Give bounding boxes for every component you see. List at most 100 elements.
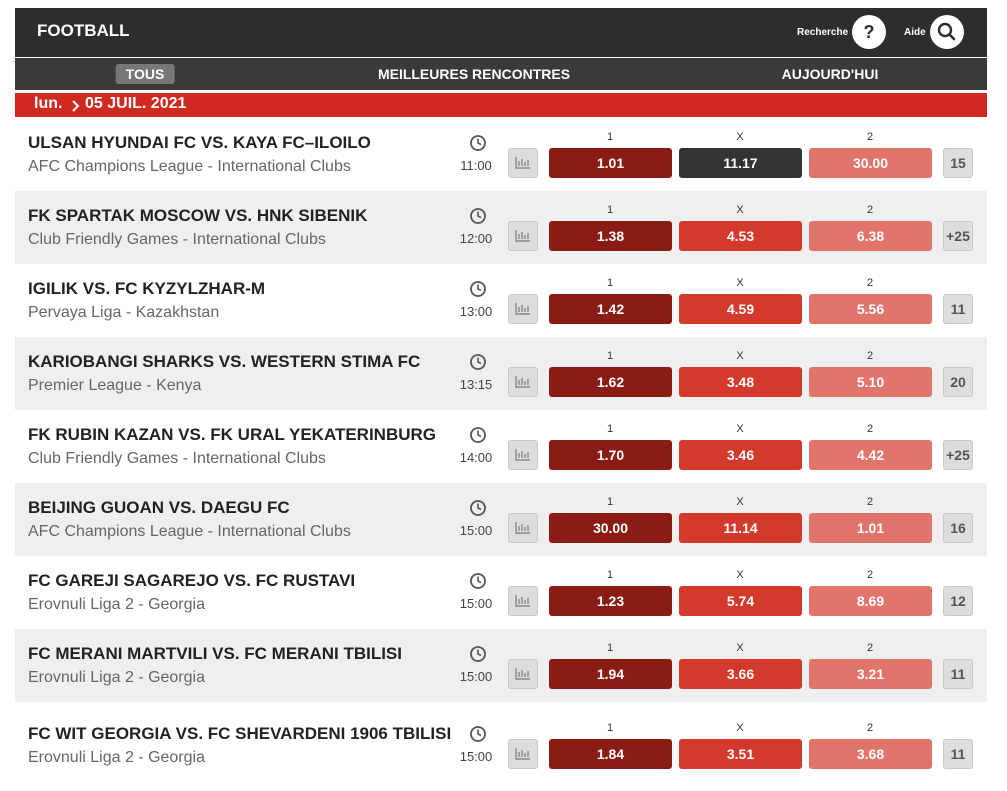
match-row: FK RUBIN KAZAN VS. FK URAL YEKATERINBURG… [15, 410, 987, 483]
match-row: FC MERANI MARTVILI VS. FC MERANI TBILISI… [15, 629, 987, 702]
more-markets[interactable]: +25 [943, 439, 973, 470]
clock-icon [469, 499, 487, 522]
odds-button[interactable]: 1.70 [549, 439, 672, 470]
stats-button[interactable] [508, 366, 538, 397]
league: Erovnuli Liga 2 - Georgia [28, 595, 205, 613]
more-markets[interactable]: +25 [943, 220, 973, 251]
kickoff-time: 11:00 [460, 157, 492, 173]
odds-button[interactable]: 30.00 [549, 512, 672, 543]
match-row: BEIJING GUOAN VS. DAEGU FC AFC Champions … [15, 483, 987, 556]
odds-header: 2 [866, 495, 874, 508]
odds-button[interactable]: 4.53 [679, 220, 802, 251]
odds-button[interactable]: 1.01 [549, 147, 672, 178]
match-info: ULSAN HYUNDAI FC VS. KAYA FC–ILOILO AFC C… [28, 131, 458, 179]
clock-icon [469, 725, 487, 748]
odds-button[interactable]: 5.10 [809, 366, 932, 397]
odds-header: 1 [606, 130, 614, 143]
match-title[interactable]: FK SPARTAK MOSCOW VS. HNK SIBENIK [28, 205, 368, 225]
match-row: KARIOBANGI SHARKS VS. WESTERN STIMA FC Pr… [15, 337, 987, 410]
odds-header: 1 [606, 568, 614, 581]
odds-button[interactable]: 1.62 [549, 366, 672, 397]
stats-button[interactable] [508, 439, 538, 470]
odds-button[interactable]: 3.66 [679, 658, 802, 689]
odds-button[interactable]: 3.48 [679, 366, 802, 397]
odds-button[interactable]: 4.42 [809, 439, 932, 470]
tab-today[interactable]: AUJOURD'HUI [781, 66, 879, 82]
more-markets[interactable]: 11 [943, 658, 973, 689]
odds-button[interactable]: 3.68 [809, 739, 932, 769]
match-title[interactable]: IGILIK VS. FC KYZYLZHAR-M [28, 278, 266, 298]
match-title[interactable]: BEIJING GUOAN VS. DAEGU FC [28, 497, 290, 517]
match-row: FC GAREJI SAGAREJO VS. FC RUSTAVI Erovnul… [15, 556, 987, 629]
nav-bar: TOUS MEILLEURES RENCONTRES AUJOURD'HUI [15, 58, 987, 90]
odds-button[interactable]: 3.21 [809, 658, 932, 689]
odds-button[interactable]: 1.01 [809, 512, 932, 543]
date-bar: lun. 05 JUIL. 2021 [15, 93, 987, 117]
odds-header: X [736, 641, 744, 654]
sport-title: FOOTBALL [37, 21, 130, 40]
odds-header: X [736, 568, 744, 581]
stats-button[interactable] [508, 739, 538, 769]
more-markets[interactable]: 11 [943, 293, 973, 324]
odds-button[interactable]: 1.38 [549, 220, 672, 251]
match-title[interactable]: ULSAN HYUNDAI FC VS. KAYA FC–ILOILO [28, 132, 371, 152]
league: AFC Champions League - International Clu… [28, 522, 351, 540]
odds-button[interactable]: 4.59 [679, 293, 802, 324]
odds-button[interactable]: 5.74 [679, 585, 802, 616]
league: Erovnuli Liga 2 - Georgia [28, 749, 205, 766]
stats-button[interactable] [508, 220, 538, 251]
stats-button[interactable] [508, 585, 538, 616]
odds-button[interactable]: 1.42 [549, 293, 672, 324]
help-label: Aide [904, 27, 926, 38]
odds-button[interactable]: 3.51 [679, 739, 802, 769]
more-markets[interactable]: 15 [943, 147, 973, 178]
match-info: KARIOBANGI SHARKS VS. WESTERN STIMA FC Pr… [28, 350, 458, 398]
tab-best[interactable]: MEILLEURES RENCONTRES [377, 66, 571, 82]
kickoff-time: 13:15 [459, 376, 493, 392]
header: FOOTBALL Recherche ? Aide [15, 8, 987, 57]
match-title[interactable]: FC GAREJI SAGAREJO VS. FC RUSTAVI [28, 570, 356, 590]
kickoff-time: 15:00 [459, 522, 493, 538]
more-markets[interactable]: 11 [943, 739, 973, 769]
stats-button[interactable] [508, 512, 538, 543]
odds-header: 2 [866, 349, 874, 362]
odds-button[interactable]: 3.46 [679, 439, 802, 470]
odds-header: 2 [866, 422, 874, 435]
odds-button[interactable]: 11.14 [679, 512, 802, 543]
odds-button[interactable]: 30.00 [809, 147, 932, 178]
clock-icon [469, 426, 487, 449]
match-info: FC WIT GEORGIA VS. FC SHEVARDENI 1906 TB… [28, 722, 458, 770]
odds-button[interactable]: 1.84 [549, 739, 672, 769]
odds-button[interactable]: 1.23 [549, 585, 672, 616]
odds-button[interactable]: 1.94 [549, 658, 672, 689]
odds-header: X [736, 422, 744, 435]
more-markets[interactable]: 20 [943, 366, 973, 397]
odds-header: 2 [866, 568, 874, 581]
match-title[interactable]: KARIOBANGI SHARKS VS. WESTERN STIMA FC [28, 351, 421, 371]
match-row: ULSAN HYUNDAI FC VS. KAYA FC–ILOILO AFC C… [15, 118, 987, 191]
odds-button[interactable]: 5.56 [809, 293, 932, 324]
odds-button[interactable]: 11.17 [679, 147, 802, 178]
league: AFC Champions League - International Clu… [28, 157, 351, 175]
match-title[interactable]: FC MERANI MARTVILI VS. FC MERANI TBILISI [28, 643, 402, 663]
odds-header: 2 [866, 641, 874, 654]
odds-header: X [736, 203, 744, 216]
help-button[interactable]: ? [852, 15, 886, 49]
tab-all[interactable]: TOUS [115, 64, 175, 84]
odds-header: 2 [866, 130, 874, 143]
stats-button[interactable] [508, 658, 538, 689]
search-button[interactable] [930, 15, 964, 49]
odds-header: 1 [606, 495, 614, 508]
match-title[interactable]: FC WIT GEORGIA VS. FC SHEVARDENI 1906 TB… [28, 724, 452, 743]
stats-button[interactable] [508, 147, 538, 178]
kickoff-time: 15:00 [459, 595, 493, 611]
odds-header: 1 [606, 641, 614, 654]
more-markets[interactable]: 16 [943, 512, 973, 543]
stats-button[interactable] [508, 293, 538, 324]
league: Erovnuli Liga 2 - Georgia [28, 668, 205, 686]
odds-button[interactable]: 6.38 [809, 220, 932, 251]
more-markets[interactable]: 12 [943, 585, 973, 616]
match-title[interactable]: FK RUBIN KAZAN VS. FK URAL YEKATERINBURG [28, 424, 437, 444]
odds-button[interactable]: 8.69 [809, 585, 932, 616]
league: Club Friendly Games - International Club… [28, 449, 326, 467]
